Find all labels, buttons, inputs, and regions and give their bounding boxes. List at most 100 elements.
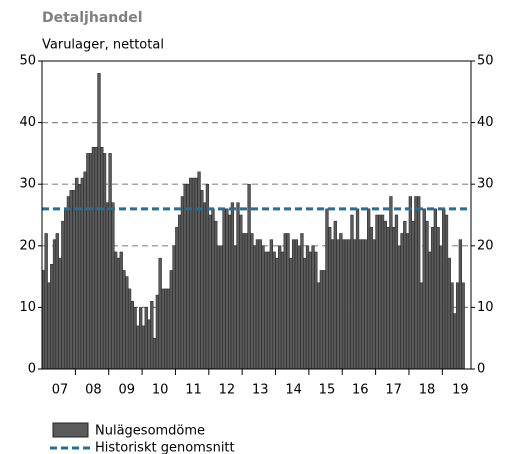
chart-subtitle: Varulager, nettotal [42, 38, 164, 53]
bar [275, 257, 279, 370]
x-tick-label: 16 [352, 383, 369, 398]
legend-label: Nulägesomdöme [95, 424, 205, 439]
bar [344, 239, 349, 370]
bar [405, 233, 410, 370]
bar [355, 208, 360, 370]
bar [442, 208, 446, 370]
bar [411, 220, 415, 370]
bar [286, 233, 290, 370]
x-tick-label: 17 [385, 383, 402, 398]
bar [119, 251, 123, 370]
bar [58, 257, 62, 370]
bar [133, 307, 137, 370]
y2-tick-label: 0 [477, 362, 485, 377]
bar [105, 202, 109, 370]
bar [94, 146, 98, 370]
bar [347, 239, 351, 370]
bar [63, 208, 68, 370]
bar [419, 282, 424, 370]
bar [169, 270, 173, 370]
bar [116, 257, 121, 370]
bar [358, 239, 362, 370]
bar [97, 73, 101, 370]
bar [397, 245, 401, 370]
bar [75, 177, 79, 370]
bar [211, 208, 215, 370]
bar [191, 177, 196, 370]
bar [197, 171, 201, 370]
bar [392, 227, 396, 370]
x-tick-label: 12 [219, 383, 236, 398]
bar [353, 239, 357, 370]
y-tick-label: 20 [19, 238, 36, 253]
y2-tick-label: 40 [477, 115, 494, 130]
bar [336, 239, 340, 370]
bar [455, 282, 460, 370]
y-tick-label: 10 [19, 300, 36, 315]
bar [364, 239, 368, 370]
bar [453, 313, 457, 370]
bar [66, 196, 71, 370]
bar [389, 196, 393, 370]
bar [127, 288, 132, 370]
bar [428, 251, 432, 370]
bar [164, 288, 168, 370]
bar [253, 245, 257, 370]
bar [172, 245, 176, 370]
x-tick-label: 08 [85, 383, 102, 398]
bar [91, 146, 96, 370]
bar [183, 183, 187, 370]
bar [261, 245, 265, 370]
bar [144, 307, 148, 370]
bar [108, 153, 112, 370]
bar [375, 214, 379, 370]
bar [125, 276, 129, 370]
bar [408, 196, 412, 370]
legend-swatch [52, 422, 89, 438]
bar [130, 300, 134, 370]
bar [461, 282, 465, 370]
x-tick-label: 19 [452, 383, 469, 398]
bar [214, 220, 218, 370]
bar [47, 282, 51, 370]
bar [225, 208, 229, 370]
y-tick-label: 30 [19, 177, 36, 192]
bar [230, 202, 235, 370]
bar [141, 325, 146, 370]
bar [216, 245, 221, 370]
bar [403, 220, 407, 370]
bar [289, 257, 293, 370]
bar [417, 196, 421, 370]
x-tick-label: 14 [285, 383, 302, 398]
y2-tick-label: 10 [477, 300, 494, 315]
bar [158, 257, 162, 370]
bar [200, 190, 204, 370]
x-tick-label: 07 [52, 383, 69, 398]
bar [308, 251, 312, 370]
bar [147, 319, 151, 370]
x-tick-label: 15 [319, 383, 336, 398]
bar [444, 214, 449, 370]
y-tick-label: 0 [28, 362, 36, 377]
y2-tick-label: 30 [477, 177, 494, 192]
bar [367, 208, 371, 370]
bar [269, 239, 273, 370]
bar [378, 214, 382, 370]
bar [380, 214, 385, 370]
bar [241, 233, 246, 370]
bar [69, 190, 73, 370]
y2-tick-label: 20 [477, 238, 494, 253]
bar [330, 239, 335, 370]
bar [283, 233, 287, 370]
bar [436, 227, 440, 370]
bar [222, 208, 226, 370]
bar [208, 214, 212, 370]
bar [239, 214, 243, 370]
x-tick-label: 10 [152, 383, 169, 398]
x-tick-label: 09 [119, 383, 136, 398]
bar [333, 220, 337, 370]
chart-title: Detaljhandel [42, 10, 143, 26]
bar [414, 196, 418, 370]
bar [228, 214, 232, 370]
